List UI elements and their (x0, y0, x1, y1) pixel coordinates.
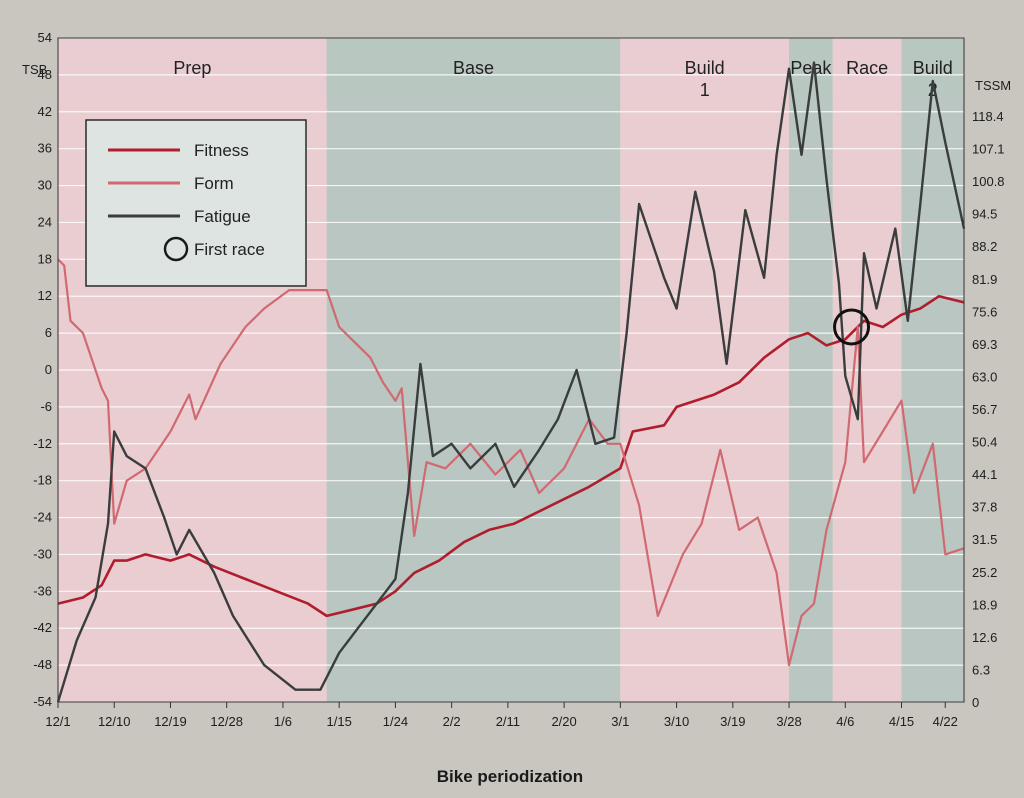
left-tick-label-12: -18 (33, 473, 52, 488)
left-axis-title: TSB (22, 62, 47, 77)
x-axis-ticks: 12/1 12/10 12/19 12/28 1/6 1/15 1/24 2/2 2/11 2/2… (45, 702, 958, 729)
left-tick-label-10: -6 (40, 399, 52, 414)
right-tick-label-13: 31.5 (972, 532, 997, 547)
right-tick-label-0: 118.4 (972, 109, 1004, 124)
left-tick-label-9: 0 (45, 362, 52, 377)
left-tick-label-11: -12 (33, 436, 52, 451)
phase-header-4 (832, 38, 902, 98)
phase-label-1: Base (453, 58, 494, 78)
x-tick-label-3: 12/28 (210, 714, 243, 729)
x-tick-label-5: 1/15 (327, 714, 352, 729)
phase-label-3: Peak (790, 58, 832, 78)
left-tick-label-18: -54 (33, 694, 52, 709)
x-tick-label-4: 1/6 (274, 714, 292, 729)
series-lines (56, 61, 966, 703)
left-tick-label-16: -42 (33, 620, 52, 635)
phase-label-4: Race (846, 58, 888, 78)
left-tick-label-0: 54 (38, 30, 52, 45)
phase-header-2 (620, 38, 790, 98)
x-tick-label-12: 3/19 (720, 714, 745, 729)
right-tick-label-8: 63.0 (972, 369, 997, 384)
x-tick-label-13: 3/28 (776, 714, 801, 729)
right-tick-label-17: 6.3 (972, 662, 990, 677)
right-axis-title: TSSM (975, 78, 1011, 93)
x-axis-title: Bike periodization (437, 767, 583, 786)
x-tick-label-15: 4/15 (889, 714, 914, 729)
legend-label-first-race: First race (194, 240, 265, 259)
x-tick-label-8: 2/11 (496, 714, 520, 729)
right-tick-label-4: 88.2 (972, 239, 997, 254)
right-tick-label-9: 56.7 (972, 402, 997, 417)
plot-frame (57, 37, 965, 703)
left-tick-label-8: 6 (45, 325, 52, 340)
right-tick-label-14: 25.2 (972, 565, 997, 580)
left-tick-label-6: 18 (38, 251, 52, 266)
left-axis-ticks: 54 48 42 36 30 24 18 12 6 0 -6 -12 -18 -24 -30 -36 -42 -4… (33, 30, 52, 709)
legend-swatch-first-race (163, 236, 189, 262)
x-tick-label-0: 12/1 (45, 714, 70, 729)
legend-box (85, 119, 307, 287)
legend-label-form: Form (194, 174, 234, 193)
left-tick-label-13: -24 (33, 510, 52, 525)
x-tick-label-10: 3/1 (611, 714, 629, 729)
right-tick-label-5: 81.9 (972, 272, 997, 287)
x-tick-label-6: 1/24 (383, 714, 408, 729)
x-tick-label-11: 3/10 (664, 714, 689, 729)
right-tick-label-6: 75.6 (972, 304, 997, 319)
left-tick-label-7: 12 (38, 288, 52, 303)
left-tick-label-4: 30 (38, 178, 52, 193)
right-tick-label-1: 107.1 (972, 142, 1005, 157)
right-tick-label-10: 50.4 (972, 435, 997, 450)
annotations (833, 308, 871, 346)
phase-label-2: Build 1 (685, 58, 725, 100)
phase-header-1 (326, 38, 621, 98)
legend-label-fitness: Fitness (194, 141, 249, 160)
first-race-marker (833, 308, 871, 346)
right-tick-label-2: 100.8 (972, 174, 1005, 189)
left-tick-label-1: 48 (38, 67, 52, 82)
series-line-fitness (57, 294, 965, 618)
left-tick-label-15: -36 (33, 583, 52, 598)
legend: Fitness Form Fatigue First race (85, 119, 307, 287)
right-axis-ticks: 118.4 107.1 100.8 94.5 88.2 81.9 75.6 69.3 63.0 5… (972, 109, 1005, 710)
x-tick-label-7: 2/2 (443, 714, 461, 729)
x-tick-label-9: 2/20 (551, 714, 576, 729)
x-tick-label-14: 4/6 (836, 714, 854, 729)
x-tick-label-16: 4/22 (933, 714, 958, 729)
legend-label-fatigue: Fatigue (194, 207, 251, 226)
left-tick-label-14: -30 (33, 546, 52, 561)
left-tick-label-2: 42 (38, 104, 52, 119)
series-line-form (57, 258, 965, 667)
left-tick-label-3: 36 (38, 141, 52, 156)
right-tick-label-11: 44.1 (972, 467, 997, 482)
phase-label-0: Prep (173, 58, 211, 78)
right-tick-label-15: 18.9 (972, 597, 997, 612)
right-tick-label-18: 0 (972, 695, 979, 710)
phase-header-0 (58, 38, 327, 98)
right-tick-label-7: 69.3 (972, 337, 997, 352)
x-tick-label-2: 12/19 (154, 714, 187, 729)
left-tick-label-17: -48 (33, 657, 52, 672)
right-tick-label-16: 12.6 (972, 630, 997, 645)
right-tick-label-3: 94.5 (972, 207, 997, 222)
series-line-fatigue (56, 61, 966, 703)
left-tick-label-5: 24 (38, 214, 52, 229)
right-tick-label-12: 37.8 (972, 500, 997, 515)
x-tick-label-1: 12/10 (98, 714, 131, 729)
